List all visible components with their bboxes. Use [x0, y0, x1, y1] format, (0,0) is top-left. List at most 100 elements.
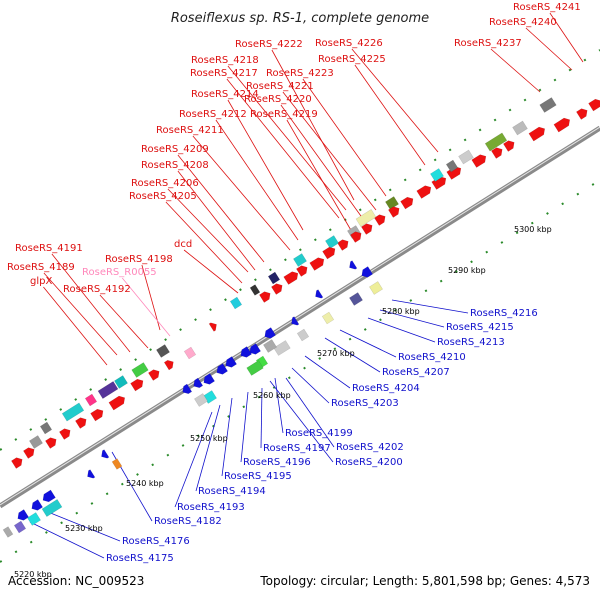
- accession-text: Accession: NC_009523: [8, 574, 145, 588]
- gene-feature: [400, 196, 414, 210]
- gene-feature: [350, 231, 362, 243]
- gene-label: RoseRS_4209: [141, 144, 209, 155]
- kbp-tick-label: 5280 kbp: [382, 307, 420, 316]
- gene-feature: [183, 346, 197, 360]
- gene-label: RoseRS_4219: [250, 109, 318, 120]
- gene-feature: [553, 117, 571, 133]
- gene-feature: [309, 257, 325, 271]
- gene-feature: [259, 291, 271, 303]
- genome-stats-text: Topology: circular; Length: 5,801,598 bp…: [260, 574, 590, 588]
- gene-label: RoseRS_4196: [243, 457, 311, 468]
- leader-line: [43, 286, 108, 366]
- kbp-tick-label: 5240 kbp: [126, 479, 164, 488]
- gene-feature: [97, 381, 119, 399]
- gene-feature: [249, 284, 261, 296]
- gene-label: RoseRS_4203: [331, 398, 399, 409]
- gene-label: RoseRS_4191: [15, 243, 83, 254]
- gene-label: RoseRS_4197: [263, 443, 331, 454]
- leader-line: [192, 135, 291, 251]
- gene-feature: [361, 266, 373, 278]
- gene-feature: [90, 408, 104, 422]
- gene-feature: [75, 417, 87, 429]
- gene-feature: [388, 206, 400, 218]
- gene-feature: [588, 98, 600, 112]
- gene-feature: [337, 239, 349, 251]
- leader-line: [282, 91, 377, 211]
- gene-label: RoseRS_4192: [63, 284, 131, 295]
- gene-label: RoseRS_4212: [179, 109, 247, 120]
- gene-feature: [101, 449, 110, 459]
- gene-feature: [273, 340, 291, 356]
- leader-line: [379, 309, 445, 328]
- gene-feature: [87, 469, 96, 479]
- gene-feature: [13, 520, 27, 534]
- gene-feature: [445, 159, 459, 173]
- gene-feature: [148, 369, 160, 381]
- kbp-tick-label: 5290 kbp: [448, 266, 486, 275]
- gene-feature: [182, 383, 193, 395]
- leader-line: [339, 329, 397, 358]
- leader-line: [351, 48, 439, 153]
- gene-feature: [293, 253, 307, 267]
- gene-feature: [131, 362, 149, 378]
- gene-feature: [27, 512, 41, 526]
- outer-guide-line: [0, 49, 600, 451]
- gene-label: RoseRS_4207: [382, 367, 450, 378]
- kbp-tick-label: 5270 kbp: [317, 349, 355, 358]
- gene-feature: [325, 235, 339, 249]
- gene-feature: [156, 344, 170, 358]
- leader-line: [43, 272, 118, 356]
- gene-feature: [17, 509, 29, 521]
- gene-label: RoseRS_4200: [335, 457, 403, 468]
- inner-guide-line: [0, 179, 600, 563]
- leader-line: [183, 249, 239, 294]
- gene-feature: [576, 108, 588, 120]
- gene-feature: [23, 447, 35, 459]
- leader-line: [367, 317, 436, 343]
- gene-feature: [263, 339, 277, 353]
- gene-feature: [296, 265, 308, 277]
- leader-line: [240, 391, 249, 463]
- leader-line: [165, 201, 243, 284]
- leader-line: [391, 299, 469, 314]
- leader-line: [324, 337, 381, 373]
- gene-label: RoseRS_4220: [244, 94, 312, 105]
- gene-labels: RoseRS_4241 RoseRS_4240 RoseRS_4237 RoseRS_…: [7, 2, 581, 564]
- gene-label: RoseRS_4208: [141, 160, 209, 171]
- leader-line: [226, 78, 340, 219]
- leader-line: [227, 65, 347, 211]
- gene-label: RoseRS_4195: [224, 471, 292, 482]
- gene-label: RoseRS_4213: [437, 337, 505, 348]
- gene-label: RoseRS_4216: [470, 308, 538, 319]
- gene-label: RoseRS_4189: [7, 262, 75, 273]
- leader-line: [286, 119, 353, 233]
- gene-feature: [193, 377, 204, 389]
- gene-label: RoseRS_4193: [177, 502, 245, 513]
- leader-line: [260, 387, 263, 449]
- gene-feature: [322, 246, 336, 260]
- kbp-tick-label: 5260 kbp: [253, 391, 291, 400]
- gene-feature: [471, 154, 487, 168]
- gene-label: RoseRS_4176: [122, 536, 190, 547]
- gene-feature: [512, 120, 528, 136]
- gene-feature: [31, 499, 43, 511]
- leader-line: [285, 377, 335, 448]
- gene-feature: [240, 346, 252, 358]
- gene-feature: [283, 271, 299, 285]
- gene-feature: [369, 281, 383, 295]
- gene-label: RoseRS_4222: [235, 39, 303, 50]
- gene-feature: [45, 437, 57, 449]
- gene-features: [2, 97, 600, 538]
- gene-feature: [249, 343, 261, 355]
- gene-feature: [39, 421, 53, 435]
- leader-line: [490, 48, 541, 93]
- gene-label: glpX: [30, 276, 52, 287]
- gene-feature: [59, 428, 71, 440]
- gene-feature: [503, 140, 515, 152]
- gene-feature: [458, 149, 474, 165]
- gene-label: RoseRS_4240: [489, 17, 557, 28]
- kbp-tick-label: 5250 kbp: [190, 434, 228, 443]
- gene-label: RoseRS_4237: [454, 38, 522, 49]
- gene-label: RoseRS_4205: [129, 191, 197, 202]
- gene-feature: [194, 393, 208, 407]
